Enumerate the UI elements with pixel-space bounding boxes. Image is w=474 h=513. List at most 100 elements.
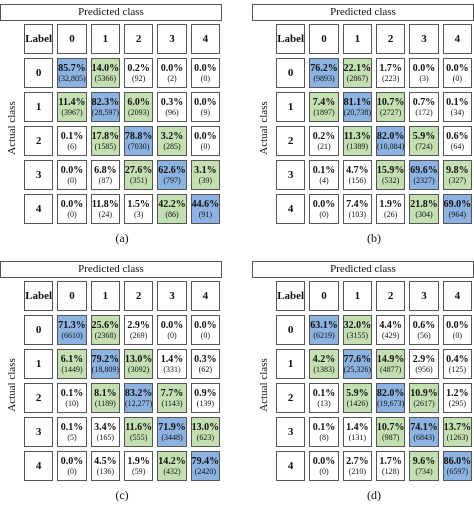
predicted-class-heading: 2 [376,24,406,54]
predicted-class-heading: 0 [57,24,87,54]
matrix-cell: 0.6% (64) [442,126,472,156]
matrix-cell: 71.9% (3448) [157,417,187,447]
matrix-cell: 10.9% (2617) [409,383,439,413]
cell-count: (0) [67,467,77,476]
cell-count: (1426) [346,399,368,408]
cell-percent: 63.1% [310,320,338,331]
cell-percent: 0.0% [312,199,336,210]
cell-percent: 77.6% [343,354,372,365]
cell-percent: 4.2% [312,354,336,365]
cell-percent: 2.9% [127,320,150,331]
actual-class-label: Actual class [258,101,270,155]
cell-count: (0) [200,142,210,151]
cell-count: (2093) [128,108,150,117]
matrix-cell: 82.0% (19,673) [376,383,406,413]
predicted-class-heading: 1 [90,281,120,311]
cell-percent: 15.9% [376,165,405,176]
cell-percent: 2.9% [412,354,436,365]
predicted-class-heading: 4 [442,281,472,311]
actual-class-label: Actual class [6,101,18,155]
matrix-cell: 2.9% (269) [124,315,154,345]
cell-percent: 1.4% [160,354,184,365]
cell-percent: 0.9% [194,388,217,399]
cell-count: (223) [382,74,400,83]
cell-count: (4877) [380,365,402,374]
cell-count: (0) [167,331,177,340]
cell-percent: 76.2% [310,63,338,74]
predicted-class-heading: 3 [157,24,187,54]
cell-count: (59) [132,467,146,476]
matrix-cell: 1.5% (3) [124,194,154,224]
cell-percent: 0.0% [446,63,469,74]
actual-class-heading: 0 [276,315,306,345]
cell-count: (0) [67,210,77,219]
cell-count: (0) [67,176,77,185]
matrix-cell: 10.7% (987) [376,417,406,447]
matrix-cell: 1.4% (131) [342,417,372,447]
matrix-cell: 63.1% (6219) [309,315,339,345]
panel-caption: (d) [367,488,381,502]
matrix-cell: 0.3% (96) [157,92,187,122]
cell-percent: 4.7% [346,165,369,176]
cell-percent: 0.1% [60,131,84,142]
cell-percent: 4.5% [94,456,117,467]
cell-percent: 22.1% [343,63,372,74]
predicted-class-heading: 1 [90,24,120,54]
cell-count: (1383) [313,365,335,374]
matrix-cell: 0.0% (0) [442,58,472,88]
cell-count: (21) [317,142,331,151]
matrix-cell: 11.8% (24) [90,194,120,224]
matrix-cell: 15.9% (532) [376,160,406,190]
cell-percent: 14.2% [158,456,186,467]
matrix-cell: 86.0% (6597) [442,451,472,481]
predicted-class-heading: 4 [442,24,472,54]
cell-percent: 0.0% [194,97,217,108]
matrix-cell: 0.0% (0) [57,194,87,224]
cell-percent: 0.0% [60,456,84,467]
cell-percent: 1.5% [127,199,150,210]
cell-percent: 69.0% [443,199,472,210]
matrix-cell: 85.7% (32,805) [57,58,87,88]
cell-percent: 0.7% [412,97,436,108]
matrix-cell: 0.0% (2) [157,58,187,88]
matrix-cell: 42.2% (86) [157,194,187,224]
predicted-class-header: Predicted class [0,4,222,21]
matrix-cell: 27.6% (351) [124,160,154,190]
cell-percent: 0.3% [160,97,184,108]
cell-count: (12,277) [125,399,153,408]
matrix-cell: 7.4% (103) [342,194,372,224]
actual-class-label: Actual class [6,358,18,412]
cell-percent: 4.4% [379,320,402,331]
cell-count: (0) [200,331,210,340]
matrix-cell: 6.8% (87) [90,160,120,190]
cell-percent: 0.0% [194,63,217,74]
matrix-cell: 13.7% (1263) [442,417,472,447]
cell-count: (0) [452,331,462,340]
cell-count: (734) [415,467,433,476]
actual-class-heading: 4 [24,451,54,481]
cell-count: (3092) [128,365,150,374]
cell-percent: 11.3% [343,131,371,142]
cell-percent: 42.2% [158,199,186,210]
cell-percent: 0.0% [160,63,184,74]
confusion-matrix-panel: Predicted class Actual class Label 0 1 2 3 4 0 76… [252,0,474,250]
cell-count: (5366) [94,74,116,83]
panel-caption: (c) [115,488,129,502]
cell-percent: 0.1% [60,388,84,399]
cell-percent: 0.1% [60,422,84,433]
matrix-cell: 1.7% (223) [376,58,406,88]
cell-percent: 5.9% [412,131,436,142]
actual-class-heading: 1 [24,349,54,379]
cell-count: (7030) [128,142,150,151]
cell-count: (285) [163,142,181,151]
cell-count: (0) [319,467,329,476]
actual-class-heading: 2 [276,126,306,156]
matrix-cell: 0.3% (62) [190,349,220,379]
cell-percent: 7.4% [346,199,369,210]
predicted-class-heading: 3 [409,281,439,311]
cell-count: (18,809) [91,365,119,374]
cell-count: (87) [98,176,112,185]
cell-count: (6219) [313,331,335,340]
matrix-cell: 2.9% (956) [409,349,439,379]
cell-percent: 21.8% [410,199,438,210]
